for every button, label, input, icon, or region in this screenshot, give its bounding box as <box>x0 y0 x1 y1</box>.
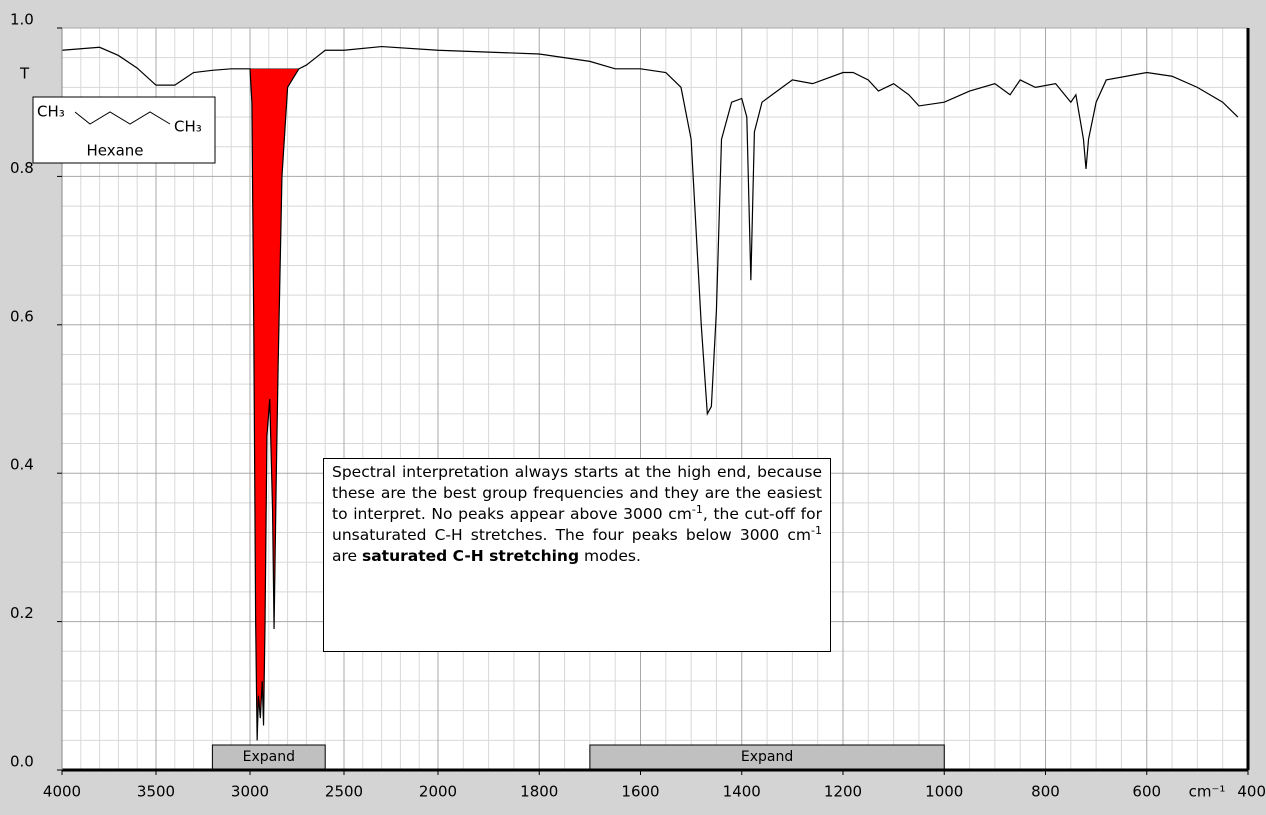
expand-button-box[interactable] <box>589 744 945 770</box>
molecule-left: CH₃ <box>37 103 65 121</box>
y-tick-label: 1.0 <box>10 11 34 29</box>
annotation-text: , the cut-off for unsaturated C-H stretc… <box>332 505 822 544</box>
y-tick-label: 0.6 <box>10 307 34 325</box>
marks <box>61 45 1239 741</box>
expand-button-box[interactable] <box>211 744 326 770</box>
y-tick-label: 0.0 <box>10 753 34 771</box>
expand-button[interactable]: Expand <box>589 744 945 770</box>
x-tick-label: 3000 <box>231 783 269 801</box>
annotation: Spectral interpretation always starts at… <box>323 458 831 652</box>
y-axis-label: T <box>19 65 30 83</box>
plot-area <box>62 28 1248 770</box>
x-tick-label: 2000 <box>419 783 457 801</box>
x-tick-label: 1200 <box>824 783 862 801</box>
expand-button[interactable]: Expand <box>211 744 326 770</box>
x-tick-label: 400 <box>1237 783 1266 801</box>
annotation-bold: saturated C-H stretching <box>362 547 580 565</box>
annotation-text: Spectral interpretation always starts at… <box>332 463 822 523</box>
x-tick-label: 1800 <box>520 783 558 801</box>
annotation-sup: -1 <box>811 523 822 537</box>
annotation-text: are <box>332 547 362 565</box>
x-tick-label: 3500 <box>137 783 175 801</box>
annotation-text: modes. <box>579 547 641 565</box>
expand-button-label[interactable]: Expand <box>243 749 295 765</box>
y-tick-label: 0.2 <box>10 604 34 622</box>
spectrum-line <box>61 45 1239 741</box>
x-tick-label: 800 <box>1031 783 1060 801</box>
x-tick-label: 600 <box>1132 783 1161 801</box>
molecule-frame <box>32 96 216 164</box>
expand-button-label[interactable]: Expand <box>741 749 793 765</box>
x-tick-label: 1400 <box>723 783 761 801</box>
x-tick-label: 1000 <box>925 783 963 801</box>
x-axis-label: cm⁻¹ <box>1189 783 1226 801</box>
x-tick-label: 1600 <box>621 783 659 801</box>
molecule-right: CH₃ <box>174 118 202 136</box>
molecule-bonds <box>74 111 171 125</box>
molecule-name: Hexane <box>86 142 143 160</box>
molecule-box: CH₃ CH₃ Hexane <box>32 96 216 164</box>
x-tick-label: 4000 <box>43 783 81 801</box>
y-tick-label: 0.4 <box>10 456 34 474</box>
x-tick-label: 2500 <box>325 783 363 801</box>
annotation-sup: -1 <box>691 502 703 516</box>
y-tick-label: 0.8 <box>10 159 34 177</box>
